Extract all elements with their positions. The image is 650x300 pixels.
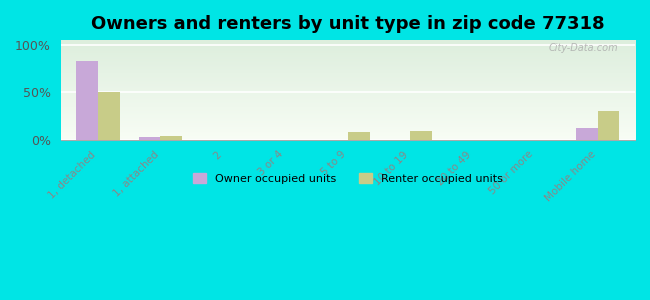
Bar <box>98 92 120 140</box>
Bar <box>410 131 432 140</box>
Legend: Owner occupied units, Renter occupied units: Owner occupied units, Renter occupied un… <box>188 169 507 189</box>
Bar <box>161 136 183 140</box>
Text: City-Data.com: City-Data.com <box>548 43 617 53</box>
Bar <box>348 132 370 140</box>
Bar <box>138 137 161 140</box>
Bar <box>597 111 619 140</box>
Bar <box>576 128 597 140</box>
Bar <box>76 61 98 140</box>
Title: Owners and renters by unit type in zip code 77318: Owners and renters by unit type in zip c… <box>91 15 604 33</box>
